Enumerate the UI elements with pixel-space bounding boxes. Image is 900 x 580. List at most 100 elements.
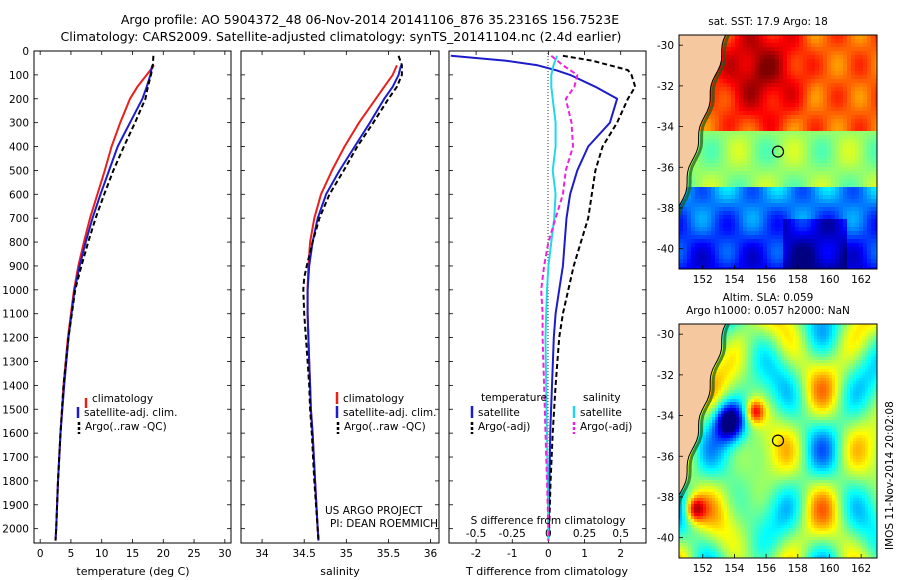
- salinity-xlabel: salinity: [320, 565, 360, 578]
- sst-land-mass: [679, 35, 726, 269]
- x-tick-label: 2: [617, 548, 624, 560]
- legend-temperature-heading: temperature: [481, 392, 547, 404]
- series-line-salinity-argo-adj: [540, 55, 579, 541]
- lon-tick-label: 154: [724, 274, 744, 286]
- lat-tick-label: -40: [657, 244, 674, 256]
- x-tick-label: 0: [545, 548, 552, 560]
- legend-climatology-label: climatology: [92, 393, 153, 405]
- sla-shelf-edge: [679, 324, 730, 524]
- x-tick-label: 10: [95, 548, 108, 560]
- x-tick-label: -1: [507, 548, 517, 560]
- x-tick-label: 0: [37, 548, 44, 560]
- lat-tick-label: -34: [657, 411, 674, 423]
- depth-tick-label: 400: [9, 142, 29, 154]
- pi-label: PI: DEAN ROEMMICH: [330, 518, 438, 530]
- legend-satellite-label: satellite-adj. clim.: [343, 407, 436, 419]
- sst-shelf-edge: [679, 35, 730, 235]
- legend-climatology-label: climatology: [343, 393, 404, 405]
- lon-tick-label: 158: [788, 274, 808, 286]
- sla-map: [679, 324, 877, 558]
- legend-salinity-heading: salinity: [583, 392, 621, 404]
- t-difference-xlabel: T difference from climatology: [465, 565, 628, 578]
- sst-coastline: [679, 35, 727, 208]
- sla-coastline: [679, 324, 727, 497]
- sst-map-frame: [678, 34, 878, 270]
- lat-tick-label: -34: [657, 122, 674, 134]
- series-line-argo-raw-qc: [302, 55, 403, 541]
- depth-tick-label: 1700: [2, 452, 29, 464]
- x-tick-label: 1: [581, 548, 588, 560]
- temperature-x-ticks: 0 5 10 15 20 25 30: [37, 51, 232, 560]
- salinity-axes: [240, 50, 440, 544]
- legend-s-argo-label: Argo(-adj): [580, 421, 632, 433]
- salinity-legend: climatology satellite-adj. clim. Argo(..…: [335, 392, 436, 434]
- depth-tick-label: 1900: [2, 500, 29, 512]
- legend-t-argo-label: Argo(-adj): [478, 421, 530, 433]
- x-tick-label: 36: [424, 548, 438, 560]
- sla-map-title: Altim. SLA: 0.059: [723, 292, 814, 304]
- depth-tick-label: 2000: [2, 524, 29, 536]
- x-tick-label: 34: [255, 548, 269, 560]
- s-difference-xlabel: S difference from climatology: [471, 515, 626, 527]
- sla-map-y-ticks: -30 -32 -34 -36 -38 -40: [657, 329, 683, 545]
- depth-tick-label: 1600: [2, 428, 29, 440]
- difference-y-ticks: [449, 50, 646, 530]
- x-tick-label: -2: [471, 548, 481, 560]
- depth-tick-label: 800: [9, 237, 29, 249]
- x-tick-label: 25: [187, 548, 200, 560]
- s-diff-tick-label: 0.5: [612, 528, 629, 540]
- lat-tick-label: -36: [657, 162, 674, 174]
- difference-panel: -2 -1 0 1 2-0.5 -0.25 0 0.25 0.5 T difference fr…: [448, 50, 647, 578]
- sla-map-panel: Altim. SLA: 0.059 Argo h1000: 0.057 h200…: [657, 292, 878, 575]
- lat-tick-label: -32: [657, 81, 674, 93]
- lat-tick-label: -36: [657, 451, 674, 463]
- depth-tick-label: 1800: [2, 476, 29, 488]
- depth-tick-label: 500: [9, 165, 29, 177]
- imos-timestamp: IMOS 11-Nov-2014 20:02:08: [884, 401, 896, 550]
- legend-satellite-label: satellite-adj. clim.: [84, 407, 177, 419]
- sla-land-mass: [679, 324, 726, 558]
- temperature-panel: 0100200300400500600700800900100011001200…: [2, 46, 231, 578]
- x-tick-label: 35: [340, 548, 353, 560]
- project-label: US ARGO PROJECT: [325, 505, 423, 517]
- difference-lines: [450, 54, 637, 541]
- argo-location-marker: [771, 145, 785, 158]
- lon-tick-label: 162: [851, 274, 871, 286]
- sst-map-panel: sat. SST: 17.9 Argo: 18 152 154 156 158 160 1…: [657, 16, 878, 286]
- x-tick-label: 5: [68, 548, 75, 560]
- series-line-satellite-adj-clim: [54, 65, 154, 541]
- s-diff-tick-label: 0.25: [573, 528, 596, 540]
- depth-tick-label: 200: [9, 94, 29, 106]
- depth-tick-label: 300: [9, 118, 29, 130]
- temperature-xlabel: temperature (deg C): [76, 565, 189, 578]
- s-diff-tick-label: -0.25: [499, 528, 526, 540]
- depth-tick-label: 1400: [2, 380, 29, 392]
- depth-tick-label: 1500: [2, 404, 29, 416]
- lat-tick-label: -30: [657, 329, 674, 341]
- x-tick-label: 35.5: [377, 548, 400, 560]
- lon-tick-label: 156: [756, 274, 776, 286]
- series-line-temperature-satellite: [450, 54, 619, 541]
- sla-map-x-ticks: 152 154 156 158 160 162: [693, 554, 871, 575]
- lon-tick-label: 152: [693, 563, 713, 575]
- sst-map-title: sat. SST: 17.9 Argo: 18: [708, 16, 828, 28]
- lon-tick-label: 152: [693, 274, 713, 286]
- legend-argo-label: Argo(..raw -QC): [85, 421, 167, 433]
- lat-tick-label: -32: [657, 370, 674, 382]
- depth-tick-label: 700: [9, 213, 29, 225]
- depth-tick-label: 1100: [2, 309, 29, 321]
- sla-map-subtitle: Argo h1000: 0.057 h2000: NaN: [686, 305, 850, 317]
- legend-s-satellite-label: satellite: [580, 407, 622, 419]
- temperature-legend: climatology satellite-adj. clim. Argo(..…: [76, 393, 177, 434]
- x-tick-label: 15: [126, 548, 139, 560]
- depth-tick-label: 1000: [2, 285, 29, 297]
- difference-x-ticks: -2 -1 0 1 2-0.5 -0.25 0 0.25 0.5: [466, 51, 629, 560]
- x-tick-label: 30: [218, 548, 231, 560]
- salinity-y-ticks: [241, 50, 439, 530]
- lon-tick-label: 160: [819, 563, 839, 575]
- depth-tick-label: 0: [22, 46, 29, 58]
- legend-t-satellite-label: satellite: [478, 407, 520, 419]
- temperature-axes: [33, 50, 232, 544]
- header-line2: Climatology: CARS2009. Satellite-adjuste…: [61, 29, 622, 44]
- depth-tick-label: 1200: [2, 333, 29, 345]
